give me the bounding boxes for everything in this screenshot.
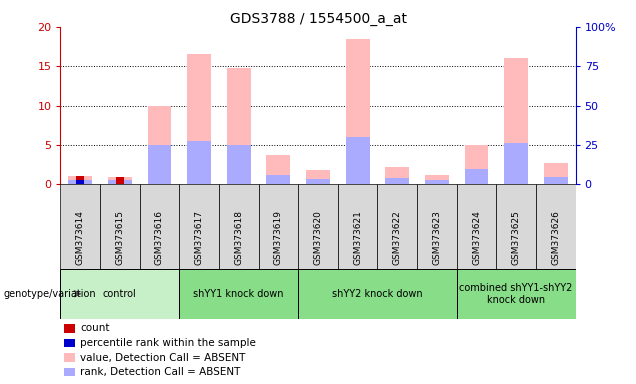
Text: percentile rank within the sample: percentile rank within the sample <box>80 338 256 348</box>
Bar <box>385 178 409 184</box>
Bar <box>187 141 211 184</box>
Bar <box>68 180 92 184</box>
Bar <box>544 163 568 184</box>
Bar <box>298 184 338 269</box>
Text: GSM373620: GSM373620 <box>314 210 322 265</box>
Bar <box>425 175 449 184</box>
Text: GSM373622: GSM373622 <box>393 210 402 265</box>
Bar <box>227 68 251 184</box>
Bar <box>259 184 298 269</box>
Bar <box>417 184 457 269</box>
Bar <box>536 184 576 269</box>
Bar <box>385 167 409 184</box>
Bar <box>108 177 132 184</box>
Bar <box>187 55 211 184</box>
Bar <box>266 155 290 184</box>
Bar <box>60 269 179 319</box>
Bar <box>346 39 370 184</box>
Text: GSM373616: GSM373616 <box>155 210 164 265</box>
Bar <box>306 179 330 184</box>
Bar <box>179 269 298 319</box>
Bar <box>496 184 536 269</box>
Text: shYY1 knock down: shYY1 knock down <box>193 289 284 299</box>
Text: GSM373621: GSM373621 <box>353 210 362 265</box>
Bar <box>306 170 330 184</box>
Bar <box>100 184 140 269</box>
Text: GSM373615: GSM373615 <box>115 210 125 265</box>
Text: GSM373623: GSM373623 <box>432 210 441 265</box>
Bar <box>504 143 528 184</box>
Bar <box>465 145 488 184</box>
Bar <box>298 269 457 319</box>
Bar <box>108 180 132 184</box>
Bar <box>116 177 124 184</box>
Text: GSM373619: GSM373619 <box>274 210 283 265</box>
Bar <box>346 137 370 184</box>
Text: GSM373625: GSM373625 <box>511 210 521 265</box>
Bar <box>338 184 377 269</box>
Bar <box>219 184 259 269</box>
Bar <box>148 145 171 184</box>
Text: count: count <box>80 323 109 333</box>
Bar <box>266 175 290 184</box>
Bar <box>148 106 171 184</box>
Bar <box>377 184 417 269</box>
Text: shYY2 knock down: shYY2 knock down <box>332 289 423 299</box>
Bar <box>544 177 568 184</box>
Text: GSM373618: GSM373618 <box>234 210 243 265</box>
Text: control: control <box>103 289 137 299</box>
Bar <box>76 180 85 184</box>
Text: GSM373626: GSM373626 <box>551 210 560 265</box>
Text: value, Detection Call = ABSENT: value, Detection Call = ABSENT <box>80 353 245 362</box>
Bar <box>504 58 528 184</box>
Text: combined shYY1-shYY2
knock down: combined shYY1-shYY2 knock down <box>459 283 573 305</box>
Text: genotype/variation: genotype/variation <box>3 289 96 299</box>
Bar <box>465 169 488 184</box>
Text: GSM373614: GSM373614 <box>76 210 85 265</box>
Bar <box>425 180 449 184</box>
Bar <box>457 269 576 319</box>
Bar <box>457 184 496 269</box>
Bar <box>179 184 219 269</box>
Text: rank, Detection Call = ABSENT: rank, Detection Call = ABSENT <box>80 367 240 377</box>
Bar <box>140 184 179 269</box>
Text: GSM373624: GSM373624 <box>472 210 481 265</box>
Text: GDS3788 / 1554500_a_at: GDS3788 / 1554500_a_at <box>230 12 406 25</box>
Bar <box>68 177 92 184</box>
Bar <box>60 184 100 269</box>
Text: GSM373617: GSM373617 <box>195 210 204 265</box>
Bar <box>227 145 251 184</box>
Bar <box>76 177 85 184</box>
